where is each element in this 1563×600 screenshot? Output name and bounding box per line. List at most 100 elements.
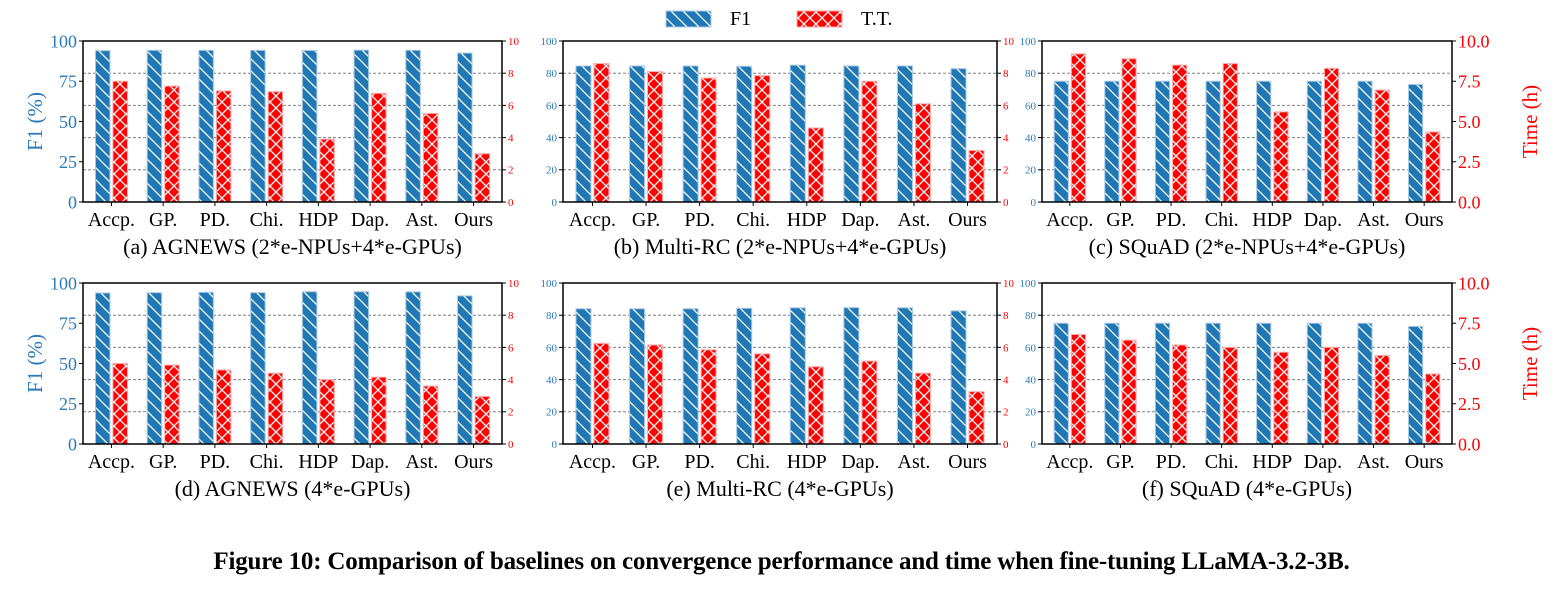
x-tick-label: HDP	[787, 209, 827, 231]
bar-tt	[754, 75, 771, 203]
bar-tt	[474, 153, 491, 203]
bar-f1	[146, 292, 163, 445]
bar-tt	[1222, 346, 1238, 445]
bar-tt	[914, 103, 931, 203]
bar-tt	[112, 363, 128, 445]
y-tick-label-right: 0.0	[1458, 192, 1481, 212]
bar-tt	[371, 92, 387, 203]
bar-tt	[1323, 67, 1340, 203]
y-tick-label-right: 8	[1003, 68, 1009, 80]
x-tick-label: Ours	[948, 451, 987, 473]
bar-f1	[301, 49, 318, 203]
bar-f1	[629, 65, 646, 203]
y-tick-label-left: 100	[50, 31, 77, 51]
bar-f1	[789, 64, 806, 203]
x-tick-label: Ours	[1405, 451, 1444, 473]
y-tick-label-right: 6	[1003, 100, 1009, 112]
bar-tt	[1070, 334, 1087, 445]
bar-tt	[647, 344, 664, 445]
x-tick-label: Accp.	[88, 451, 135, 473]
y-tick-label-right: 2	[1003, 407, 1009, 419]
bar-f1	[896, 307, 913, 445]
plot-frame	[1041, 282, 1453, 445]
x-tick-label: HDP	[298, 209, 338, 231]
x-tick-label: Accp.	[1046, 209, 1093, 231]
bar-tt	[968, 149, 985, 203]
x-tick-label: PD.	[684, 451, 715, 473]
subplot-title: (e) Multi-RC (4*e-GPUs)	[666, 476, 893, 501]
bar-tt	[1222, 63, 1238, 203]
bar-f1	[94, 50, 111, 203]
panels: Accp. GP. PD. Chi. HDP Dap. Ast. Ours0255075100…	[23, 31, 1542, 501]
y-tick-label-left: 100	[50, 273, 77, 293]
y-tick-label-left: 60	[1025, 100, 1037, 112]
bar-tt	[861, 80, 878, 203]
y-tick-label-right: 4	[1003, 374, 1009, 386]
x-tick-label: Dap.	[351, 451, 389, 473]
bar-f1	[1306, 80, 1322, 203]
y-axis-label-left: F1 (%)	[23, 334, 47, 393]
y-tick-label-left: 0	[1031, 439, 1037, 451]
y-tick-label-right: 8	[1003, 310, 1009, 322]
bar-tt	[215, 369, 232, 445]
bar-tt	[1323, 346, 1340, 445]
chart-panel: Accp. GP. PD. Chi. HDP Dap. Ast. Ours0204060801…	[541, 278, 1015, 501]
x-tick-label: Dap.	[841, 209, 879, 231]
bar-f1	[353, 49, 370, 203]
subplot-title: (b) Multi-RC (2*e-NPUs+4*e-GPUs)	[614, 234, 947, 259]
legend-swatch-f1	[665, 10, 712, 28]
bar-tt	[267, 91, 284, 203]
y-tick-label-left: 0	[552, 197, 558, 209]
bar-f1	[682, 308, 699, 445]
x-tick-label: Ours	[948, 209, 987, 231]
x-tick-label: Accp.	[569, 451, 616, 473]
y-tick-label-right: 0.0	[1458, 434, 1481, 454]
x-tick-label: Chi.	[1205, 451, 1239, 473]
plot-frame	[82, 282, 503, 445]
y-tick-label-right: 10	[508, 278, 520, 290]
y-tick-label-right: 6	[508, 100, 514, 112]
y-tick-label-left: 25	[59, 152, 77, 172]
bar-f1	[250, 292, 266, 445]
x-tick-label: Ours	[1405, 209, 1444, 231]
x-tick-label: PD.	[1156, 451, 1187, 473]
y-tick-label-right: 2	[508, 165, 514, 177]
y-tick-label-left: 0	[1031, 197, 1037, 209]
bar-f1	[1407, 325, 1424, 445]
bar-tt	[754, 353, 771, 445]
x-tick-label: Ast.	[405, 451, 438, 473]
bar-f1	[682, 65, 699, 203]
y-tick-label-right: 4	[1003, 132, 1009, 144]
y-tick-label-right: 2	[1003, 165, 1009, 177]
y-tick-label-left: 60	[546, 342, 558, 354]
x-tick-label: HDP	[298, 451, 338, 473]
y-tick-label-right: 0	[508, 197, 514, 209]
y-tick-label-right: 10	[1003, 36, 1015, 48]
x-tick-label: Ast.	[898, 451, 931, 473]
bar-tt	[1121, 58, 1137, 203]
bar-f1	[1205, 80, 1221, 203]
y-tick-label-right: 8	[508, 310, 514, 322]
y-tick-label-right: 5.0	[1458, 112, 1481, 132]
y-tick-label-right: 0	[1003, 197, 1009, 209]
x-tick-label: GP.	[632, 451, 660, 473]
x-tick-label: Accp.	[569, 209, 616, 231]
bar-f1	[1256, 322, 1272, 445]
x-tick-label: PD.	[200, 209, 231, 231]
bar-f1	[1154, 322, 1171, 445]
y-tick-label-left: 50	[59, 354, 77, 374]
x-tick-label: Dap.	[841, 451, 879, 473]
bar-tt	[112, 80, 128, 203]
y-axis-label-right: Time (h)	[1518, 327, 1542, 400]
bar-f1	[789, 307, 806, 445]
x-tick-label: Chi.	[736, 209, 770, 231]
x-tick-label: PD.	[200, 451, 231, 473]
chart-panel: Accp. GP. PD. Chi. HDP Dap. Ast. Ours0204060801…	[541, 36, 1015, 259]
y-tick-label-right: 0	[508, 439, 514, 451]
y-tick-label-right: 7.5	[1458, 314, 1481, 334]
bar-f1	[353, 291, 370, 445]
chart-panel: Accp. GP. PD. Chi. HDP Dap. Ast. Ours0255075100…	[23, 273, 520, 501]
bar-f1	[94, 292, 111, 445]
x-tick-label: Ast.	[405, 209, 438, 231]
